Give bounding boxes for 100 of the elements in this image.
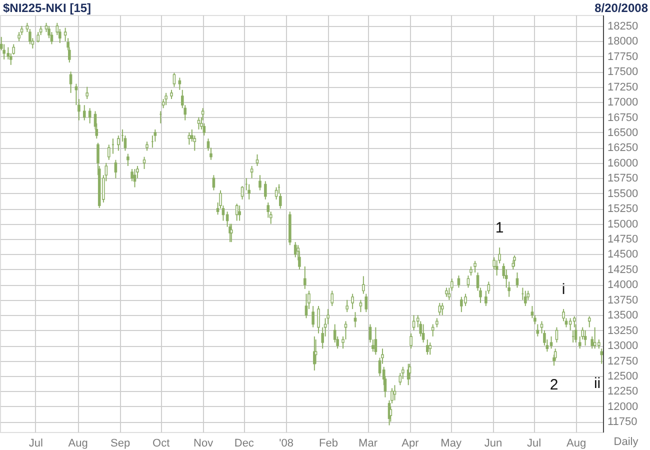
annotation: ii: [594, 374, 601, 392]
x-tick-label: Apr: [402, 438, 420, 450]
x-tick-label: '08: [279, 438, 294, 450]
candlestick: [440, 302, 444, 316]
y-tick-label: 15750: [608, 172, 638, 185]
candlestick: [460, 296, 463, 313]
candlestick: [114, 159, 118, 179]
candlestick: [534, 314, 536, 325]
candlestick: [593, 326, 596, 350]
candlestick: [264, 180, 267, 200]
y-tick-label: 12000: [608, 400, 638, 413]
y-tick-label: 12250: [608, 386, 638, 398]
x-tick-label: Mar: [358, 438, 378, 450]
candlestick: [312, 305, 314, 328]
candlestick: [294, 242, 297, 258]
x-tick-label: Jul: [28, 438, 43, 450]
candlestick: [550, 336, 553, 350]
y-tick-label: 12500: [608, 370, 638, 382]
y-tick-label: 17750: [608, 50, 638, 63]
candlestick: [516, 272, 519, 288]
y-tick-label: 15500: [608, 188, 638, 200]
candlestick: [428, 342, 432, 356]
x-tick-label: Jul: [527, 438, 542, 450]
y-tick-label: 16000: [608, 157, 638, 170]
y-tick-label: 13250: [608, 324, 638, 337]
y-tick-label: 16500: [608, 126, 638, 139]
candlestick: [470, 266, 472, 276]
candlestick: [374, 326, 378, 356]
y-tick-label: 15000: [608, 218, 638, 230]
y-tick-label: 18000: [608, 36, 638, 48]
y-tick-label: 14500: [608, 248, 638, 261]
candlestick: [457, 275, 460, 288]
candlestick: [117, 135, 120, 152]
chart-title: $NI225-NKI [15]: [3, 1, 92, 15]
candlestick: [197, 116, 200, 130]
candlestick: [235, 203, 238, 222]
annotation: 1: [495, 220, 504, 237]
x-tick-label: Aug: [566, 438, 586, 450]
candlestick: [600, 348, 604, 364]
y-tick-label: 15250: [608, 203, 638, 216]
candlestick: [431, 324, 434, 337]
text: 8/20/2008: [594, 1, 648, 15]
candlestick: [258, 174, 262, 191]
candlestick: [256, 154, 259, 166]
y-tick-label: 13000: [608, 340, 638, 352]
candlestick: [438, 302, 442, 316]
candlestick: [359, 299, 362, 313]
x-tick-label: Jun: [484, 438, 502, 450]
candlestick: [466, 275, 470, 288]
candlestick: [536, 324, 540, 337]
candlestick: [346, 299, 348, 313]
x-tick-label: Dec: [234, 438, 254, 450]
candlestick: [238, 205, 241, 222]
y-tick-label: 17500: [608, 66, 638, 78]
candlestick: [212, 174, 216, 191]
annotation: 2: [550, 376, 558, 394]
candlestick: [164, 92, 168, 106]
y-tick-label: 13500: [608, 310, 638, 322]
candlestick: [170, 89, 173, 100]
y-tick-label: 12750: [608, 355, 638, 368]
candlestick: [133, 168, 136, 188]
y-tick-label: 16750: [608, 112, 638, 124]
x-tick-label: Nov: [194, 438, 214, 450]
y-tick-label: 14250: [608, 264, 638, 276]
candlestick: [464, 293, 467, 306]
candlestick: [146, 141, 148, 152]
y-tick-label: 14750: [608, 234, 638, 246]
y-tick-label: 17000: [608, 96, 638, 109]
candlestick: [304, 266, 306, 290]
y-tick-label: 14000: [608, 279, 638, 292]
x-tick-label: Sep: [110, 438, 130, 450]
text: Daily: [614, 436, 639, 448]
candlestick: [250, 165, 254, 179]
candlestick: [436, 318, 438, 328]
candlestick: [317, 305, 320, 334]
candlestick: [240, 186, 244, 200]
y-tick-label: 13750: [608, 294, 638, 306]
candlestick: [555, 326, 558, 344]
x-tick-label: Feb: [319, 438, 338, 450]
candlestick: [445, 287, 448, 298]
x-tick-label: Aug: [68, 438, 88, 450]
candlestick: [351, 293, 354, 310]
annotation: i: [562, 281, 566, 298]
candlestick: [86, 86, 89, 100]
candlestick: [82, 104, 86, 121]
x-tick-label: Oct: [152, 438, 170, 450]
candlestick: [598, 338, 600, 350]
candlestick: [410, 332, 412, 350]
y-tick-label: 16250: [608, 142, 638, 154]
candlestick: [304, 293, 308, 319]
y-tick-label: 11750: [608, 416, 638, 428]
candlestick: [524, 290, 527, 306]
candlestick: [588, 316, 591, 328]
candlestick: [188, 132, 191, 146]
candlestick: [330, 290, 334, 306]
y-tick-label: 17250: [608, 81, 638, 94]
candlestick: [422, 324, 425, 344]
y-tick-label: 18250: [608, 20, 638, 32]
candlestick: [474, 260, 476, 274]
candlestick: [126, 153, 130, 166]
